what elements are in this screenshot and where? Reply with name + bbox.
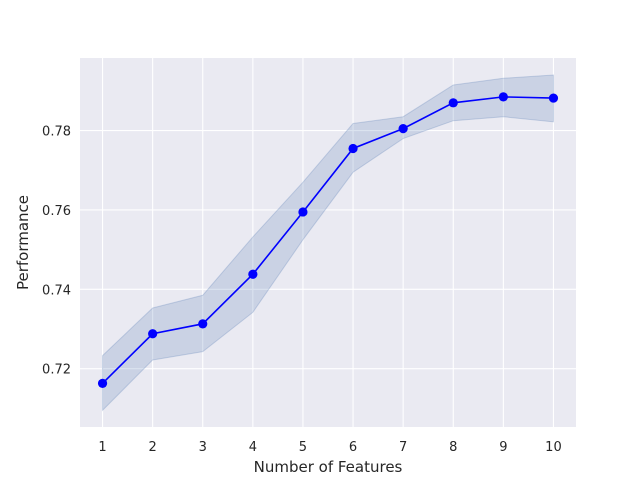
data-point [148,329,158,339]
data-point [248,269,258,279]
x-tick-label: 6 [349,440,357,455]
data-point [398,124,408,134]
x-tick-label: 3 [199,440,207,455]
x-tick-label: 8 [449,440,457,455]
grid-lines [80,58,576,427]
series-line-layer [101,96,554,384]
data-point [548,93,559,103]
x-tick-label: 5 [299,440,307,455]
confidence-band-layer [102,74,554,412]
x-tick-label: 1 [98,440,106,455]
data-point [298,207,308,217]
data-points [97,92,559,388]
x-axis-label: Number of Features [254,458,403,476]
y-tick-label: 0.74 [42,283,71,298]
x-tick-label: 10 [545,440,562,455]
y-tick-label: 0.76 [42,204,71,219]
x-tick-label: 4 [249,440,257,455]
y-tick-label: 0.72 [42,363,71,378]
data-point [348,143,358,154]
y-tick-labels: 0.72 0.74 0.76 0.78 [42,125,71,378]
data-point [97,378,108,388]
x-tick-labels: 1 2 3 4 5 6 7 8 9 10 [98,440,561,455]
x-tick-label: 7 [399,440,407,455]
y-tick-label: 0.78 [42,125,71,140]
x-tick-label: 2 [149,440,157,455]
data-point [198,319,208,329]
data-point [498,92,508,102]
series-line [101,96,554,384]
data-point [448,98,458,108]
plot-area [80,58,576,427]
y-axis-label: Performance [14,195,32,290]
x-tick-label: 9 [499,440,507,455]
confidence-band [102,74,554,412]
